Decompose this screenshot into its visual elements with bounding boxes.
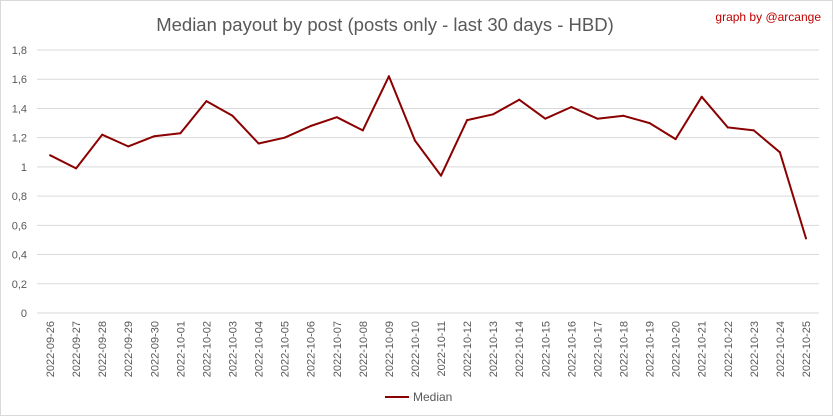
x-tick-label: 2022-10-17 [592, 321, 604, 377]
data-point [361, 129, 364, 132]
x-tick-label: 2022-09-29 [123, 321, 135, 377]
data-point [309, 124, 312, 127]
x-tick-label: 2022-10-03 [228, 321, 240, 377]
data-point [492, 113, 495, 116]
grid-layer [37, 49, 819, 314]
x-tick-label: 2022-10-14 [514, 321, 526, 377]
data-point [179, 132, 182, 135]
y-tick-label: 0,6 [12, 220, 27, 232]
legend: Median [385, 390, 452, 404]
x-tick-label: 2022-10-22 [723, 321, 735, 377]
x-tick-label: 2022-10-01 [175, 321, 187, 377]
data-point [752, 129, 755, 132]
x-tick-label: 2022-10-18 [619, 321, 631, 377]
y-tick-label: 1,2 [12, 133, 27, 145]
chart-title: Median payout by post (posts only - last… [156, 14, 614, 35]
data-point [205, 100, 208, 103]
y-tick-label: 0 [21, 308, 27, 320]
data-point [440, 174, 443, 177]
x-tick-label: 2022-10-05 [280, 321, 292, 377]
x-tick-label: 2022-10-02 [201, 321, 213, 377]
x-tick-label: 2022-10-06 [306, 321, 318, 377]
data-point [49, 154, 52, 157]
y-tick-label: 1,4 [12, 103, 27, 115]
data-point [75, 167, 78, 170]
data-point [596, 117, 599, 120]
data-point [804, 237, 807, 240]
x-tick-label: 2022-10-07 [332, 321, 344, 377]
x-tick-label: 2022-10-19 [645, 321, 657, 377]
data-point [101, 133, 104, 136]
data-point [622, 114, 625, 117]
x-tick-label: 2022-09-28 [97, 321, 109, 377]
data-point [778, 151, 781, 154]
data-point [413, 139, 416, 142]
x-tick-label: 2022-10-23 [749, 321, 761, 377]
y-axis-ticks: 0 0,2 0,4 0,6 0,8 1 1,2 1,4 1,6 1,8 [12, 45, 27, 320]
data-point [726, 126, 729, 129]
x-tick-label: 2022-09-30 [149, 321, 161, 377]
data-point [127, 145, 130, 148]
x-tick-label: 2022-10-09 [384, 321, 396, 377]
x-tick-label: 2022-10-13 [488, 321, 500, 377]
data-point [544, 117, 547, 120]
data-point [387, 75, 390, 78]
y-tick-label: 0,2 [12, 279, 27, 291]
x-tick-label: 2022-10-12 [462, 321, 474, 377]
data-point [674, 138, 677, 141]
x-tick-label: 2022-10-16 [566, 321, 578, 377]
series-line-0 [49, 75, 807, 239]
x-tick-label: 2022-10-08 [358, 321, 370, 377]
data-point [700, 95, 703, 98]
data-point [257, 142, 260, 145]
data-point [648, 122, 651, 125]
chart-credit: graph by @arcange [715, 10, 821, 24]
x-tick-label: 2022-10-24 [775, 321, 787, 377]
y-tick-label: 0,8 [12, 191, 27, 203]
data-point [570, 105, 573, 108]
x-tick-label: 2022-10-25 [801, 321, 813, 377]
x-tick-label: 2022-10-11 [436, 321, 448, 376]
y-tick-label: 1 [21, 162, 27, 174]
data-point [518, 98, 521, 101]
data-point [231, 114, 234, 117]
y-tick-label: 1,8 [12, 45, 27, 57]
data-point [466, 119, 469, 122]
x-tick-label: 2022-10-15 [540, 321, 552, 377]
x-axis-ticks: 2022-09-26 2022-09-27 2022-09-28 2022-09-29… [45, 321, 813, 377]
data-point [153, 135, 156, 138]
legend-label-median: Median [413, 390, 452, 404]
x-tick-label: 2022-10-04 [254, 321, 266, 377]
data-point [283, 136, 286, 139]
data-point [335, 116, 338, 119]
x-tick-label: 2022-09-27 [71, 321, 83, 377]
y-tick-label: 0,4 [12, 250, 27, 262]
x-tick-label: 2022-10-21 [697, 321, 709, 377]
x-tick-label: 2022-10-20 [671, 321, 683, 377]
x-tick-label: 2022-10-10 [410, 321, 422, 377]
x-tick-label: 2022-09-26 [45, 321, 57, 377]
y-tick-label: 1,6 [12, 74, 27, 86]
series-layer [49, 75, 807, 240]
